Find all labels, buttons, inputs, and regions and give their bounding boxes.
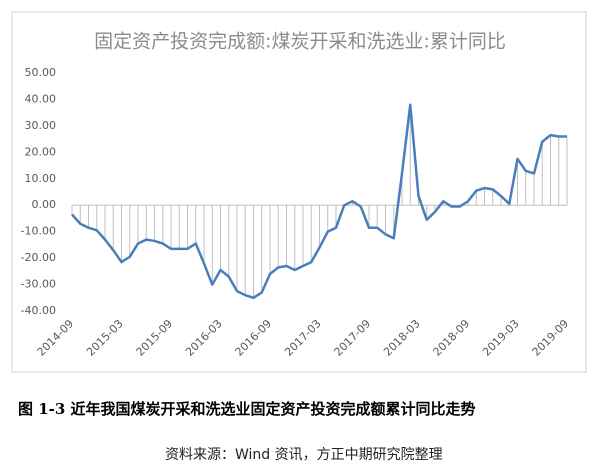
y-tick-label: -10.00 (21, 225, 56, 238)
y-tick-label: 20.00 (25, 145, 57, 158)
y-tick-label: -30.00 (21, 278, 56, 291)
y-tick-label: -40.00 (21, 304, 56, 317)
y-tick-label: 50.00 (25, 66, 57, 79)
chart-frame (11, 11, 587, 373)
series-line (71, 103, 567, 300)
y-tick-label: 40.00 (25, 92, 57, 105)
chart-title: 固定资产投资完成额:煤炭开采和洗选业:累计同比 (94, 31, 506, 53)
y-tick-label: -20.00 (21, 251, 56, 264)
y-tick-label: 0.00 (32, 198, 57, 211)
y-tick-label: 30.00 (25, 119, 57, 132)
caption: 图 1-3 近年我国煤炭开采和洗选业固定资产投资完成额累计同比走势 (18, 400, 476, 418)
source: 资料来源：Wind 资讯，方正中期研究院整理 (165, 447, 443, 463)
y-tick-label: 10.00 (25, 172, 57, 185)
